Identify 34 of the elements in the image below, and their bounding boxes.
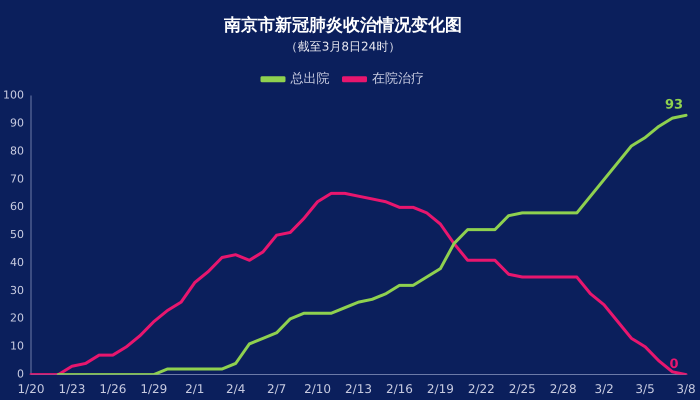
annotation: 0 [669,356,679,372]
y-tick-label: 70 [10,172,24,186]
y-tick-label: 100 [2,88,24,102]
x-tick-label: 2/10 [304,382,332,396]
x-tick-label: 1/29 [140,382,168,396]
y-tick-label: 0 [16,367,24,380]
chart-subtitle: （截至3月8日24时） [286,40,400,54]
x-tick-label: 2/7 [266,382,286,396]
y-tick-label: 40 [10,256,24,269]
annotation: 93 [664,98,684,113]
legend-label: 总出院 [290,72,330,87]
x-tick-label: 1/20 [18,382,44,396]
x-tick-label: 1/23 [58,382,86,396]
y-tick-label: 30 [10,284,24,297]
chart-title: 南京市新冠肺炎收治情况变化图 [223,16,462,36]
y-tick-label: 90 [10,116,24,130]
legend-label: 在院治疗 [372,72,424,87]
y-tick-label: 50 [10,228,24,242]
x-tick-label: 2/25 [508,382,536,396]
x-tick-label: 2/22 [468,382,495,396]
y-tick-label: 80 [10,144,24,158]
x-tick-label: 3/5 [635,382,655,396]
y-tick-label: 20 [10,312,24,325]
x-tick-label: 2/19 [426,382,454,396]
y-tick-label: 10 [10,340,24,353]
y-tick-label: 60 [10,200,24,214]
x-tick-label: 2/4 [226,382,246,396]
x-tick-label: 2/16 [386,382,413,396]
x-tick-label: 3/8 [676,382,696,396]
x-tick-label: 2/13 [345,382,372,396]
x-tick-label: 2/1 [185,382,204,396]
x-tick-label: 2/28 [550,382,577,396]
x-tick-label: 3/2 [594,382,614,396]
x-tick-label: 1/26 [99,382,126,396]
